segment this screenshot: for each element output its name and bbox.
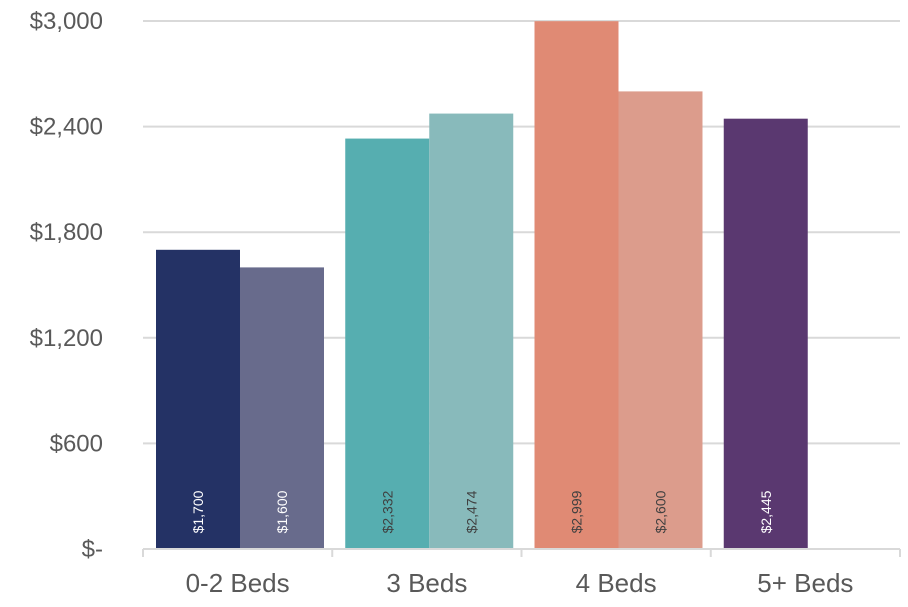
x-tick-label: 0-2 Beds xyxy=(186,568,290,598)
data-labels: $1,700 $1,600 $2,332 $2,474 $2,999 $2,600 $2,4… xyxy=(190,490,774,533)
y-tick-label: $- xyxy=(82,536,103,563)
bar xyxy=(723,118,808,550)
bar xyxy=(240,267,324,549)
y-tick-label: $2,400 xyxy=(30,114,103,141)
data-label: $2,332 xyxy=(379,490,395,533)
x-axis: 0-2 Beds 3 Beds 4 Beds 5+ Beds xyxy=(142,548,901,598)
y-tick-label: $3,000 xyxy=(30,8,103,35)
bar xyxy=(345,138,430,549)
y-axis: $- $600 $1,200 $1,800 $2,400 $3,000 xyxy=(30,8,103,563)
bar xyxy=(156,249,240,550)
y-tick-label: $600 xyxy=(50,430,103,457)
x-tick-label: 4 Beds xyxy=(576,568,657,598)
bars xyxy=(156,21,808,550)
data-label: $2,445 xyxy=(758,490,774,533)
data-label: $1,700 xyxy=(190,490,206,533)
x-tick-label: 3 Beds xyxy=(386,568,467,598)
data-label: $2,474 xyxy=(463,490,479,533)
y-tick-label: $1,800 xyxy=(30,219,103,246)
data-label: $1,600 xyxy=(274,490,290,533)
x-tick-label: 5+ Beds xyxy=(757,568,853,598)
bar xyxy=(618,91,703,550)
data-label: $2,600 xyxy=(653,490,669,533)
data-label: $2,999 xyxy=(569,490,585,533)
y-tick-label: $1,200 xyxy=(30,325,103,352)
bar xyxy=(429,113,514,550)
bar xyxy=(534,21,619,549)
